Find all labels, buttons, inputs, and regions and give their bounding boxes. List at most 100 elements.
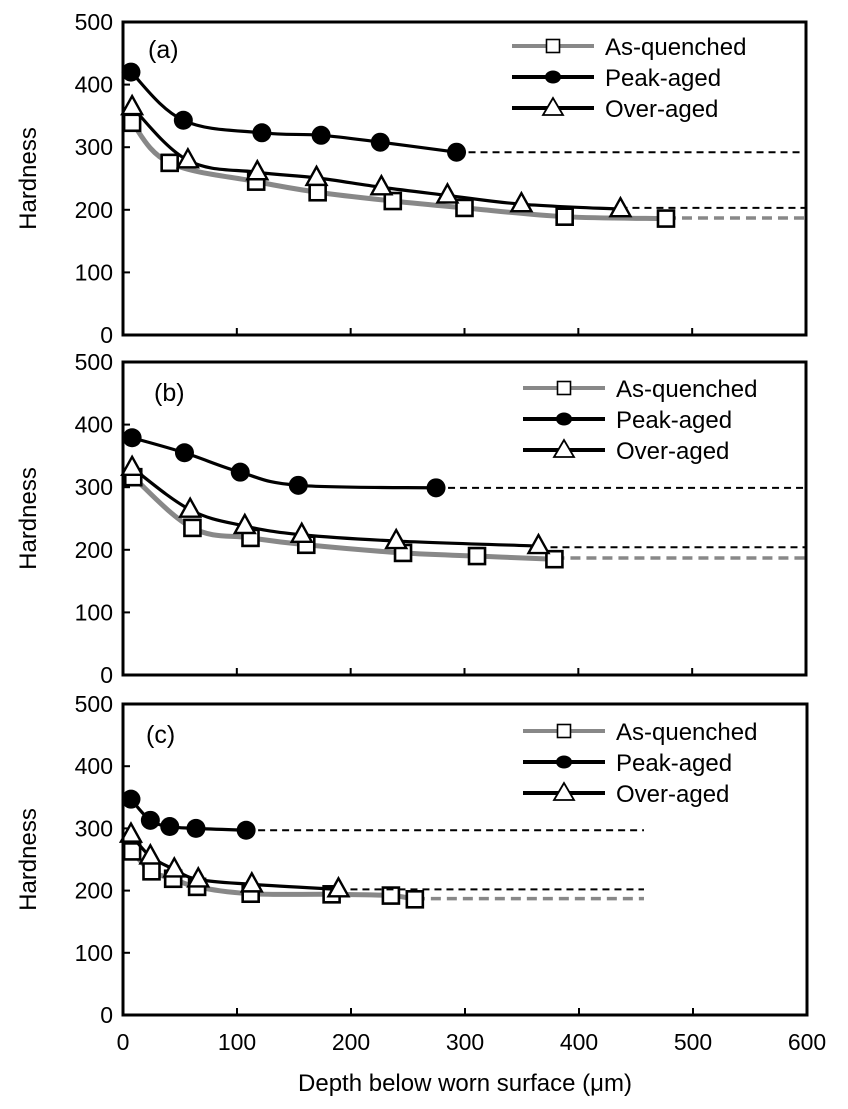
data-point <box>120 93 145 116</box>
legend-item: As-quenched <box>523 376 757 403</box>
legend-label: Peak-aged <box>616 407 732 434</box>
x-tick-label: 600 <box>788 1029 826 1055</box>
series-as-quenched <box>123 467 806 569</box>
data-point <box>252 123 272 143</box>
series-over-aged <box>118 821 644 898</box>
y-tick-label: 500 <box>75 9 113 35</box>
data-point <box>555 207 574 226</box>
x-tick-label: 300 <box>446 1029 484 1055</box>
data-point <box>120 454 145 476</box>
panel-b: 0 100 200 300 400 500 Hardness (b) As-quenched Pe… <box>15 349 808 688</box>
data-point <box>122 842 142 861</box>
data-point <box>455 198 474 218</box>
plot-frame <box>121 20 808 337</box>
data-point <box>288 475 308 495</box>
data-point <box>326 875 351 898</box>
series-over-aged <box>120 93 806 218</box>
legend: As-quenched Peak-aged Over-aged <box>523 719 757 808</box>
data-point <box>381 886 401 905</box>
series-line <box>131 475 555 562</box>
data-point <box>122 113 142 133</box>
legend-item: Over-aged <box>523 781 729 808</box>
data-point <box>118 821 144 843</box>
data-point <box>173 110 193 130</box>
y-tick-label: 400 <box>75 72 113 98</box>
legend-item: Peak-aged <box>523 407 732 434</box>
y-axis-title: Hardness <box>15 808 42 911</box>
legend-label: As-quenched <box>616 719 757 746</box>
data-point <box>160 817 180 837</box>
y-tick-label: 200 <box>75 878 113 904</box>
x-tick-label: 500 <box>674 1029 712 1055</box>
panel-c: 0 100 200 300 400 500 0 100 200 300 400 500 600 Hardn… <box>15 691 826 1097</box>
legend-label: Over-aged <box>605 96 718 123</box>
data-point <box>186 818 206 838</box>
legend-marker-circle <box>556 755 572 769</box>
legend-label: As-quenched <box>605 34 746 61</box>
y-tick-label: 300 <box>75 474 113 500</box>
y-tick-label: 500 <box>75 349 113 375</box>
legend-marker-triangle <box>541 96 565 116</box>
data-point <box>174 443 194 463</box>
data-point <box>656 209 676 228</box>
legend-marker-square <box>545 38 561 54</box>
series-line <box>129 833 339 891</box>
series-peak-aged <box>122 428 806 498</box>
x-tick-label: 100 <box>218 1029 256 1055</box>
y-tick-label: 0 <box>100 662 113 688</box>
legend-marker-triangle <box>552 438 576 458</box>
y-tick-label: 100 <box>75 940 113 966</box>
legend-marker-square <box>556 380 572 396</box>
y-axis-title: Hardness <box>15 467 42 570</box>
data-point <box>140 810 160 830</box>
series-line <box>131 436 437 490</box>
legend-marker-square <box>556 723 572 739</box>
legend-marker-triangle <box>552 781 576 801</box>
legend: As-quenched Peak-aged Over-aged <box>512 34 746 123</box>
legend-marker-circle <box>556 412 572 426</box>
series-peak-aged <box>121 62 806 162</box>
y-tick-label: 300 <box>75 815 113 841</box>
legend-label: Over-aged <box>616 438 729 465</box>
data-point <box>311 125 331 145</box>
data-point <box>545 549 564 569</box>
legend-item: Over-aged <box>523 438 729 465</box>
legend-item: Peak-aged <box>523 750 732 777</box>
data-point <box>239 870 264 893</box>
x-tick-label: 200 <box>332 1029 370 1055</box>
legend-item: As-quenched <box>523 719 757 746</box>
panel-label: (a) <box>148 36 179 64</box>
data-point <box>509 190 534 213</box>
data-point <box>369 173 394 196</box>
legend-label: As-quenched <box>616 376 757 403</box>
x-axis-title: Depth below worn surface (μm) <box>298 1070 632 1097</box>
x-tick-label: 400 <box>560 1029 598 1055</box>
data-point <box>230 462 250 482</box>
data-point <box>289 521 314 543</box>
data-point <box>370 132 390 152</box>
data-point <box>384 527 409 550</box>
y-tick-label: 200 <box>75 197 113 223</box>
data-point <box>608 195 633 218</box>
panel-label: (c) <box>146 721 175 749</box>
plot-frame <box>121 360 808 677</box>
data-point <box>236 820 256 840</box>
series-over-aged <box>120 454 806 555</box>
data-point <box>160 153 179 173</box>
data-point <box>121 62 141 82</box>
data-point <box>121 789 141 809</box>
data-point <box>426 478 446 498</box>
y-tick-label: 100 <box>75 599 113 625</box>
y-tick-label: 300 <box>75 134 113 160</box>
legend-label: Peak-aged <box>605 65 721 92</box>
data-point <box>467 546 487 566</box>
data-point <box>405 890 425 909</box>
data-point <box>175 146 200 169</box>
data-point <box>383 191 403 211</box>
y-tick-label: 500 <box>75 691 113 717</box>
series-peak-aged <box>121 789 644 840</box>
data-point <box>526 532 551 555</box>
panel-a: 0 100 200 300 400 500 Hardness (a) As-quenched Pe… <box>15 9 808 348</box>
y-tick-label: 0 <box>100 322 113 348</box>
y-tick-label: 200 <box>75 537 113 563</box>
